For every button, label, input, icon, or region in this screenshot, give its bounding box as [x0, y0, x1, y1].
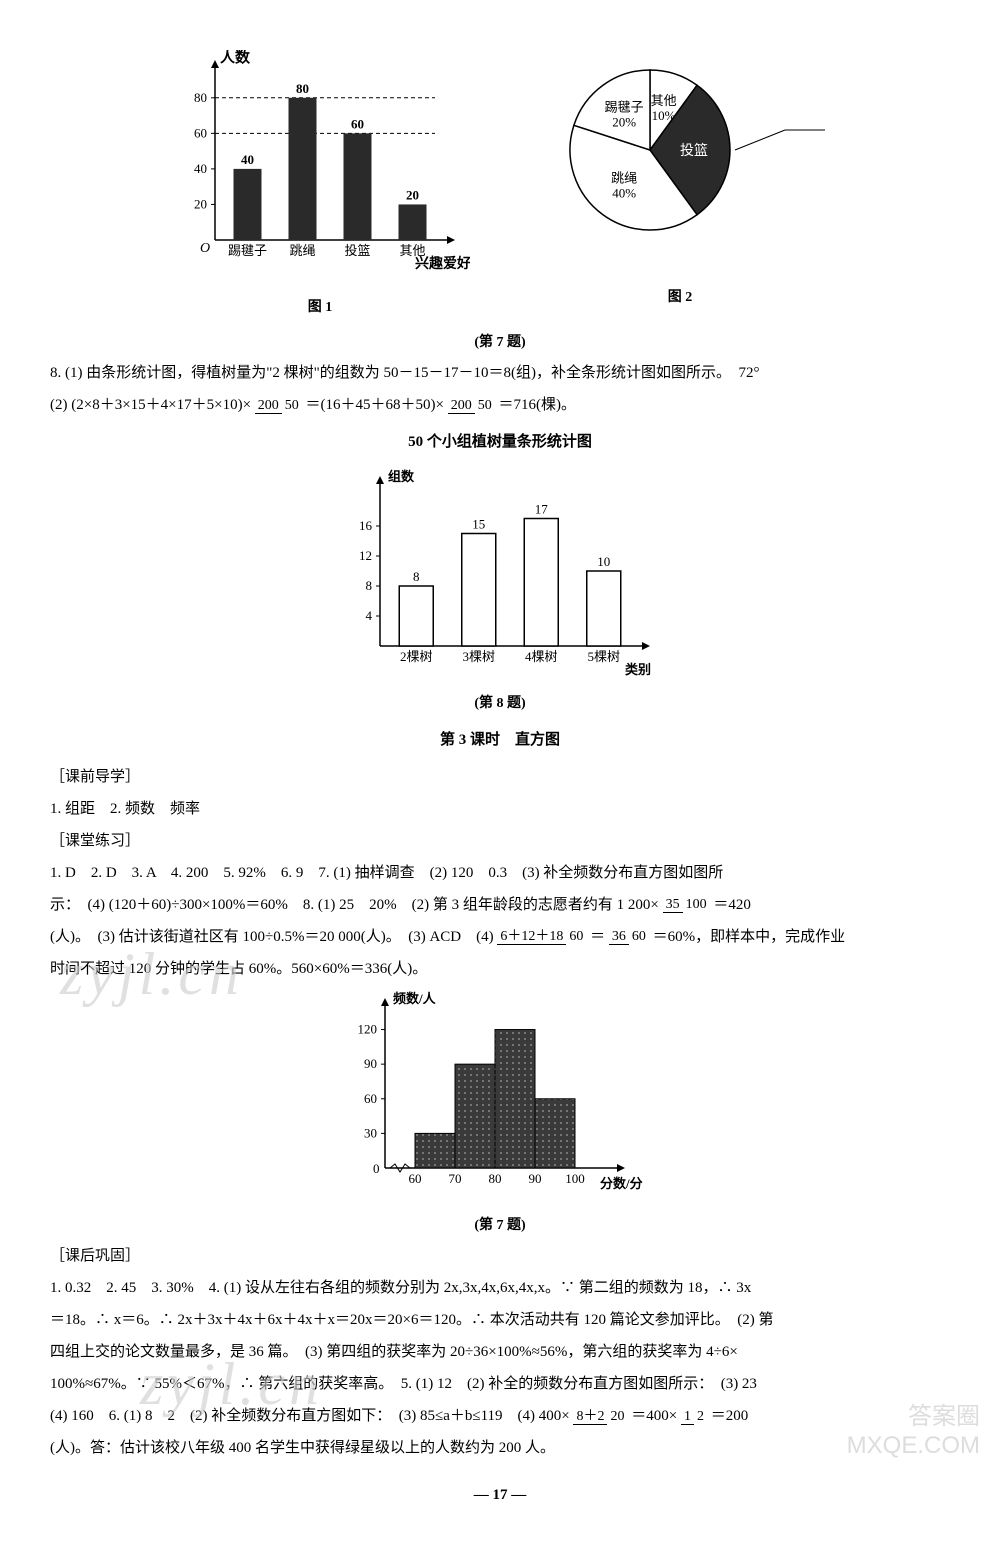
svg-text:20: 20: [406, 187, 419, 202]
section-pre: ［课前导学］: [50, 764, 950, 791]
svg-text:8: 8: [413, 569, 420, 584]
svg-text:跳绳: 跳绳: [289, 243, 315, 258]
post-t5b: ＝400×: [631, 1408, 677, 1424]
lesson3-title: 第 3 课时 直方图: [50, 727, 950, 754]
fig7-pie-chart: 其他10%30%投篮跳绳40%踢毽子20%: [530, 50, 830, 270]
page-number: — 17 —: [50, 1482, 950, 1509]
svg-text:人数: 人数: [220, 50, 251, 66]
fig-hist-chart: 频数/人分数/分 30 60 90 120 0 60 70 80 90 100: [330, 988, 670, 1198]
class-t3: (人)。 (3) 估计该街道社区有 100÷0.5%＝20 000(人)。 (3…: [50, 924, 950, 951]
svg-text:3棵树: 3棵树: [462, 649, 495, 664]
frac-35-100: 35100: [663, 897, 710, 912]
svg-text:频数/人: 频数/人: [393, 991, 437, 1006]
svg-text:分数/分: 分数/分: [600, 1176, 643, 1191]
fig8-title: 50 个小组植树量条形统计图: [50, 429, 950, 456]
svg-text:17: 17: [535, 502, 549, 517]
fig7-pie-caption: 图 2: [530, 285, 830, 310]
svg-text:90: 90: [529, 1171, 542, 1186]
svg-text:跳绳: 跳绳: [611, 171, 637, 186]
svg-text:20%: 20%: [612, 114, 636, 129]
svg-text:16: 16: [359, 518, 373, 533]
svg-text:60: 60: [364, 1090, 377, 1105]
class-t3a: (人)。 (3) 估计该街道社区有 100÷0.5%＝20 000(人)。 (3…: [50, 929, 497, 945]
class-t2: 示： (4) (120＋60)÷300×100%＝60% 8. (1) 25 2…: [50, 892, 950, 919]
svg-text:10: 10: [597, 554, 610, 569]
svg-text:4: 4: [366, 608, 373, 623]
svg-text:60: 60: [409, 1171, 422, 1186]
svg-text:其他: 其他: [651, 93, 677, 108]
post-t1: 1. 0.32 2. 45 3. 30% 4. (1) 设从左往右各组的频数分别…: [50, 1275, 950, 1302]
fig8-wrap: 组数类别 4 8 12 16 8 2棵树 15 3棵树 17 4棵树 10 5棵树 (第 8 题): [330, 466, 670, 716]
frac-200-50-b: 20050: [448, 398, 495, 413]
q8-t2b: ＝(16＋45＋68＋50)×: [306, 397, 444, 413]
svg-text:踢毽子: 踢毽子: [228, 243, 267, 258]
fig8-bar-chart: 组数类别 4 8 12 16 8 2棵树 15 3棵树 17 4棵树 10 5棵树: [330, 466, 670, 676]
class-t2a: 示： (4) (120＋60)÷300×100%＝60% 8. (1) 25 2…: [50, 897, 659, 913]
fig8-caption: (第 8 题): [330, 691, 670, 716]
svg-text:40%: 40%: [612, 186, 636, 201]
fig7-bar-chart: 人数兴趣爱好O2040608040踢毽子80跳绳60投篮20其他: [170, 50, 470, 280]
svg-text:80: 80: [296, 81, 309, 96]
svg-text:0: 0: [373, 1161, 380, 1176]
svg-text:70: 70: [449, 1171, 462, 1186]
post-t6: (人)。答：估计该校八年级 400 名学生中获得绿星级以上的人数约为 200 人…: [50, 1435, 950, 1462]
svg-text:80: 80: [194, 90, 207, 105]
svg-text:12: 12: [359, 548, 372, 563]
class-t4: 时间不超过 120 分钟的学生占 60%。560×60%＝336(人)。: [50, 956, 950, 983]
svg-text:类别: 类别: [625, 662, 651, 676]
q8-text-1: 8. (1) 由条形统计图，得植树量为"2 棵树"的组数为 50－15－17－1…: [50, 360, 950, 387]
section-post: ［课后巩固］: [50, 1243, 950, 1270]
frac-sum: 6＋12＋1860: [497, 929, 586, 944]
pre-text: 1. 组距 2. 频数 频率: [50, 796, 950, 823]
q8-t2c: ＝716(棵)。: [498, 397, 576, 413]
fig7-overall-caption: (第 7 题): [50, 330, 950, 355]
fig7-bar-caption: 图 1: [170, 295, 470, 320]
figure-7: 人数兴趣爱好O2040608040踢毽子80跳绳60投篮20其他 图 1 其他1…: [50, 50, 950, 320]
svg-text:其他: 其他: [399, 243, 425, 258]
svg-text:8: 8: [366, 578, 373, 593]
class-t3b: ＝: [590, 929, 605, 945]
class-t1: 1. D 2. D 3. A 4. 200 5. 92% 6. 9 7. (1)…: [50, 860, 950, 887]
frac-82-20: 8＋220: [573, 1409, 627, 1424]
svg-text:2棵树: 2棵树: [400, 649, 433, 664]
frac-200-50-a: 20050: [255, 398, 302, 413]
fig7-bar-wrap: 人数兴趣爱好O2040608040踢毽子80跳绳60投篮20其他 图 1: [170, 50, 470, 320]
svg-text:20: 20: [194, 196, 207, 211]
post-t4: 100%≈67%。∵ 55%＜67%，∴ 第六组的获奖率高。 5. (1) 12…: [50, 1371, 950, 1398]
svg-text:90: 90: [364, 1056, 377, 1071]
frac-36-60: 3660: [609, 929, 649, 944]
svg-text:120: 120: [358, 1021, 378, 1036]
post-t5: (4) 160 6. (1) 8 2 (2) 补全频数分布直方图如下： (3) …: [50, 1403, 950, 1430]
svg-text:100: 100: [565, 1171, 585, 1186]
q8-text-2: (2) (2×8＋3×15＋4×17＋5×10)× 20050 ＝(16＋45＋…: [50, 392, 950, 419]
q8-t2a: (2) (2×8＋3×15＋4×17＋5×10)×: [50, 397, 251, 413]
fig-hist-wrap: 频数/人分数/分 30 60 90 120 0 60 70 80 90 100 (第 7 题): [330, 988, 670, 1238]
fig7-pie-wrap: 其他10%30%投篮跳绳40%踢毽子20% 图 2: [530, 50, 830, 320]
svg-text:投篮: 投篮: [344, 243, 370, 258]
post-t5a: (4) 160 6. (1) 8 2 (2) 补全频数分布直方图如下： (3) …: [50, 1408, 570, 1424]
svg-text:60: 60: [194, 125, 207, 140]
post-t2: ＝18。∴ x＝6。∴ 2x＋3x＋4x＋6x＋4x＋x＝20x＝20×6＝12…: [50, 1307, 950, 1334]
svg-text:4棵树: 4棵树: [525, 649, 558, 664]
post-t3: 四组上交的论文数量最多，是 36 篇。 (3) 第四组的获奖率为 20÷36×1…: [50, 1339, 950, 1366]
svg-text:投篮: 投篮: [680, 143, 708, 159]
svg-text:O: O: [200, 241, 210, 256]
svg-text:30: 30: [364, 1125, 377, 1140]
svg-text:80: 80: [489, 1171, 502, 1186]
fig-hist-caption: (第 7 题): [330, 1213, 670, 1238]
svg-text:60: 60: [351, 116, 364, 131]
section-class: ［课堂练习］: [50, 828, 950, 855]
svg-text:组数: 组数: [388, 469, 415, 484]
class-t2b: ＝420: [713, 897, 751, 913]
class-t3c: ＝60%，即样本中，完成作业: [653, 929, 846, 945]
post-t5c: ＝200: [711, 1408, 749, 1424]
svg-text:踢毽子: 踢毽子: [605, 99, 644, 114]
svg-text:15: 15: [472, 517, 485, 532]
svg-text:5棵树: 5棵树: [587, 649, 620, 664]
frac-1-2: 12: [681, 1409, 707, 1424]
svg-text:40: 40: [194, 161, 207, 176]
svg-text:40: 40: [241, 152, 254, 167]
